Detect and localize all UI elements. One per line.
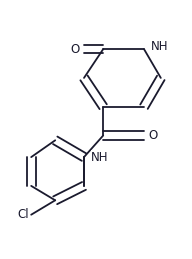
Text: NH: NH (91, 150, 109, 164)
Text: NH: NH (151, 40, 169, 53)
Text: O: O (70, 42, 79, 56)
Text: Cl: Cl (17, 208, 29, 221)
Text: O: O (149, 129, 158, 142)
